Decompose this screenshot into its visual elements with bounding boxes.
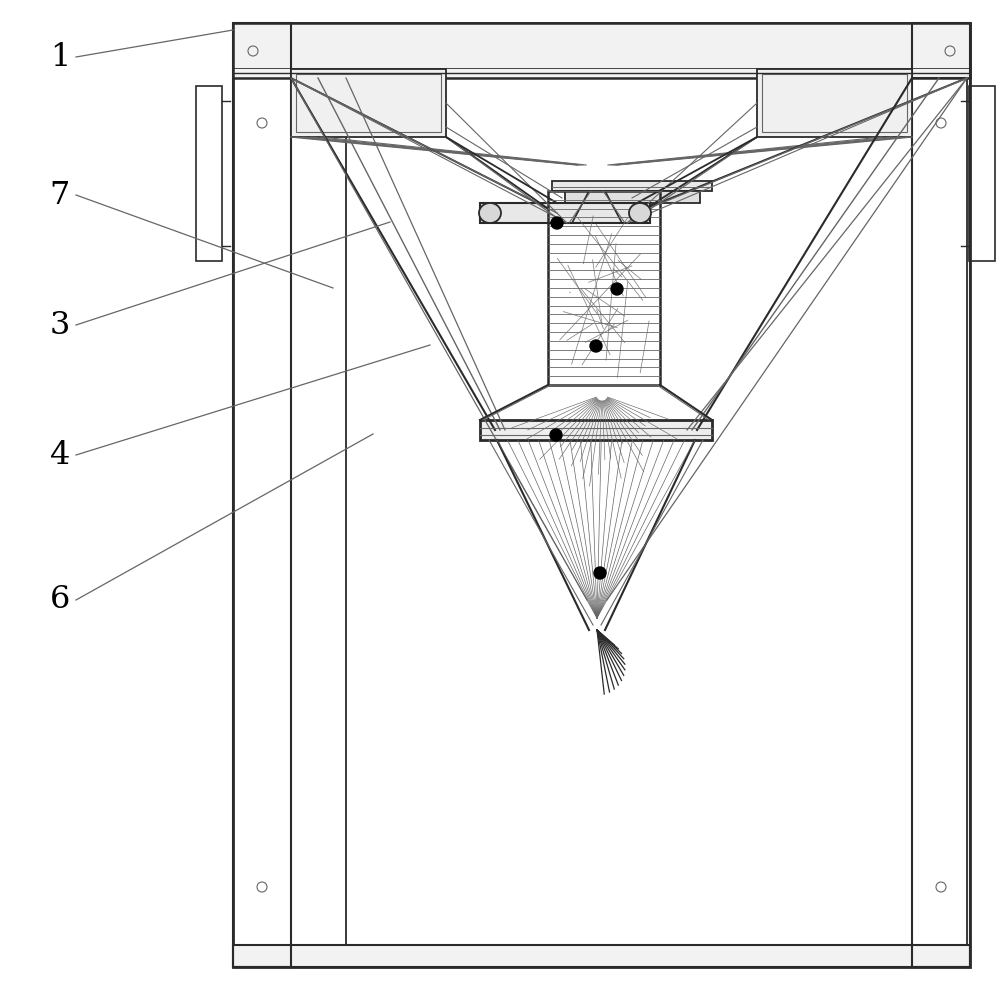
Bar <box>969 86 995 261</box>
Bar <box>291 78 346 945</box>
Text: 7: 7 <box>50 179 70 211</box>
Text: 1: 1 <box>50 41 70 73</box>
Bar <box>565 191 700 203</box>
Bar <box>480 420 712 440</box>
Bar <box>291 69 446 137</box>
Circle shape <box>590 340 602 352</box>
Bar <box>233 945 970 967</box>
Bar <box>548 191 660 385</box>
Bar <box>233 23 970 967</box>
Bar <box>480 203 650 223</box>
Bar <box>762 74 907 132</box>
Bar <box>552 181 712 191</box>
Circle shape <box>551 217 563 229</box>
Ellipse shape <box>629 203 651 223</box>
Bar <box>912 23 970 967</box>
Text: 3: 3 <box>50 309 70 341</box>
Circle shape <box>594 567 606 579</box>
Bar <box>196 86 222 261</box>
Circle shape <box>550 429 562 441</box>
Text: 6: 6 <box>50 584 70 616</box>
Bar <box>233 23 970 78</box>
Bar <box>912 78 967 945</box>
Text: 4: 4 <box>50 439 70 471</box>
Circle shape <box>611 283 623 295</box>
Bar <box>757 69 912 137</box>
Ellipse shape <box>479 203 501 223</box>
Bar <box>233 23 291 967</box>
Bar <box>296 74 441 132</box>
